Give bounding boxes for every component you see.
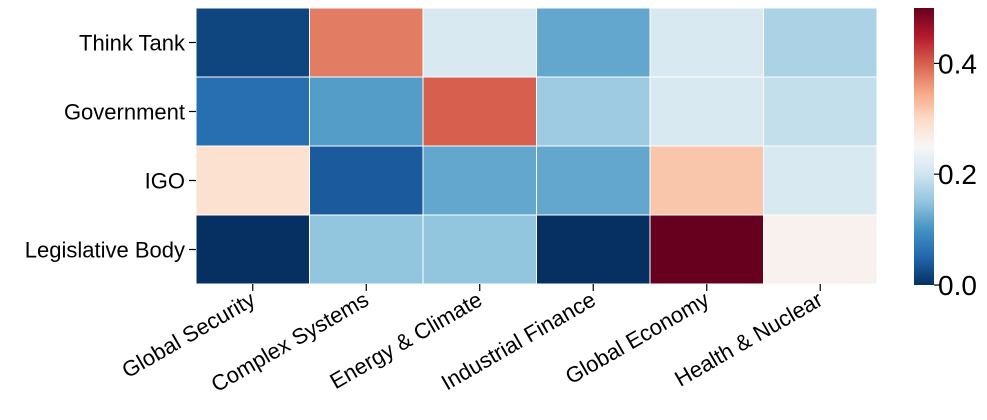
heatmap-cell-igo-complex-systems <box>309 145 424 216</box>
heatmap-cell-government-industrial-finance <box>536 76 651 147</box>
heatmap-cell-legislative-body-health-and-nuclear <box>763 214 878 285</box>
heatmap-cell-legislative-body-global-economy <box>649 214 764 285</box>
heatmap-cell-legislative-body-energy-and-climate <box>422 214 537 285</box>
heatmap-cell-legislative-body-global-security <box>195 214 310 285</box>
heatmap-cells <box>195 7 878 285</box>
row-label: Think Tank <box>79 31 186 56</box>
colorbar-gradient <box>914 8 934 285</box>
heatmap-cell-igo-energy-and-climate <box>422 145 537 216</box>
heatmap-cell-government-global-economy <box>649 76 764 147</box>
heatmap-cell-igo-global-security <box>195 145 310 216</box>
row-label: Government <box>64 100 185 125</box>
colorbar: 0.0 0.2 0.4 <box>914 8 977 301</box>
heatmap-cell-think-tank-industrial-finance <box>536 7 651 78</box>
row-label: IGO <box>145 169 185 194</box>
row-labels: Think Tank Government IGO Legislative Body <box>25 31 196 263</box>
heatmap-cell-government-global-security <box>195 76 310 147</box>
row-label: Legislative Body <box>25 238 185 263</box>
heatmap-cell-legislative-body-complex-systems <box>309 214 424 285</box>
colorbar-tick-label: 0.4 <box>938 48 977 79</box>
heatmap-cell-igo-global-economy <box>649 145 764 216</box>
colorbar-tick-label: 0.0 <box>938 270 977 301</box>
heatmap-cell-legislative-body-industrial-finance <box>536 214 651 285</box>
heatmap-cell-igo-industrial-finance <box>536 145 651 216</box>
heatmap-cell-think-tank-energy-and-climate <box>422 7 537 78</box>
heatmap-cell-think-tank-global-security <box>195 7 310 78</box>
heatmap-cell-think-tank-health-and-nuclear <box>763 7 878 78</box>
heatmap-cell-government-energy-and-climate <box>422 76 537 147</box>
colorbar-tick-label: 0.2 <box>938 159 977 190</box>
heatmap-cell-government-health-and-nuclear <box>763 76 878 147</box>
heatmap-cell-igo-health-and-nuclear <box>763 145 878 216</box>
heatmap-cell-think-tank-complex-systems <box>309 7 424 78</box>
heatmap-cell-think-tank-global-economy <box>649 7 764 78</box>
heatmap-cell-government-complex-systems <box>309 76 424 147</box>
